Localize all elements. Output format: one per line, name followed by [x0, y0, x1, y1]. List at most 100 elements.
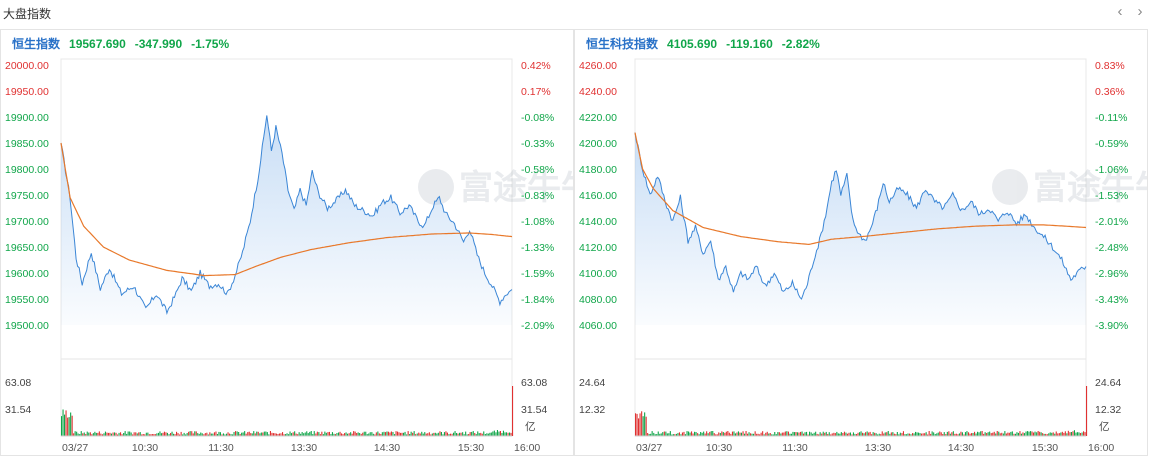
intraday-chart[interactable]: 富途牛牛 20000.00 19950.00 19900.00 19850.00 1980… — [1, 30, 573, 455]
volume-bar — [722, 432, 724, 436]
volume-bar — [253, 431, 255, 436]
volume-bar — [153, 434, 155, 436]
volume-bar — [927, 434, 929, 436]
time-tick-label: 11:30 — [782, 442, 808, 454]
volume-bar — [1025, 431, 1027, 436]
time-tick-label: 15:30 — [458, 442, 484, 454]
volume-bar — [769, 433, 771, 436]
price-tick-label: 4120.00 — [579, 242, 617, 254]
volume-bar — [681, 432, 683, 436]
volume-bar — [1013, 433, 1015, 436]
volume-bar — [1011, 431, 1013, 436]
volume-bar — [744, 433, 746, 436]
average-line — [60, 142, 513, 277]
volume-bar — [257, 431, 259, 436]
volume-bar — [101, 434, 103, 436]
volume-bar — [213, 432, 215, 436]
chevron-left-icon[interactable]: ‹ — [1117, 3, 1123, 20]
volume-bar — [445, 431, 447, 436]
volume-bar — [899, 432, 901, 436]
volume-bar — [74, 431, 76, 436]
volume-bar — [121, 434, 123, 436]
intraday-chart[interactable]: 富途牛牛 4260.00 4240.00 4220.00 4200.00 4180.00 4… — [575, 30, 1147, 455]
volume-bar — [828, 432, 830, 436]
price-tick-label: 19550.00 — [5, 294, 49, 306]
volume-bar — [686, 431, 688, 436]
volume-bar — [706, 431, 708, 436]
volume-bar — [77, 433, 79, 436]
volume-tick-label: 63.08 — [521, 377, 547, 389]
volume-bar — [334, 434, 336, 436]
volume-bar — [750, 433, 752, 436]
volume-bar — [378, 433, 380, 436]
volume-bar — [707, 433, 709, 436]
volume-bar — [819, 432, 821, 436]
index-name[interactable]: 恒生指数 — [12, 37, 61, 51]
volume-bar — [790, 433, 792, 436]
volume-bar — [371, 432, 373, 436]
volume-bar — [166, 432, 168, 436]
price-tick-label: 4100.00 — [579, 268, 617, 280]
volume-bar — [851, 434, 853, 436]
volume-bar — [952, 431, 954, 436]
volume-bar — [241, 432, 243, 436]
volume-bar — [771, 434, 773, 436]
volume-bar — [309, 431, 311, 436]
time-tick-label: 10:30 — [132, 442, 158, 454]
index-header: 恒生指数 19567.690 -347.990 -1.75% — [1, 30, 573, 56]
volume-bar — [133, 432, 135, 436]
volume-bar — [1083, 431, 1085, 436]
chevron-right-icon[interactable]: › — [1137, 3, 1143, 20]
volume-bar — [694, 431, 696, 436]
volume-bar — [377, 431, 379, 436]
volume-bar — [484, 434, 486, 436]
volume-bar — [374, 434, 376, 436]
volume-bar — [336, 433, 338, 436]
index-price: 4105.690 — [667, 37, 718, 51]
volume-bar — [472, 431, 474, 436]
time-tick-label: 16:00 — [1088, 442, 1114, 454]
volume-bar — [446, 432, 448, 436]
volume-bar — [73, 433, 75, 436]
index-name[interactable]: 恒生科技指数 — [586, 37, 659, 51]
volume-bar — [836, 431, 838, 436]
volume-bar — [869, 431, 871, 436]
volume-bar — [948, 431, 950, 436]
volume-bar — [195, 431, 197, 436]
volume-bar — [1016, 432, 1018, 436]
volume-bar — [734, 433, 736, 436]
index-panel-hstech[interactable]: 恒生科技指数 4105.690 -119.160 -2.82% 富途牛牛 4260.00… — [574, 29, 1148, 456]
volume-bar — [801, 431, 803, 436]
volume-bar — [206, 432, 208, 436]
volume-bar — [313, 431, 315, 436]
index-panel-hsi[interactable]: 恒生指数 19567.690 -347.990 -1.75% 富途牛牛 20000.00… — [0, 29, 574, 456]
volume-bar — [471, 431, 473, 436]
volume-bar — [957, 434, 959, 436]
volume-bar — [875, 433, 877, 436]
percent-tick-label: -0.59% — [1095, 138, 1128, 150]
volume-bar — [695, 432, 697, 436]
percent-tick-label: -1.59% — [521, 268, 554, 280]
volume-bar — [724, 432, 726, 436]
volume-bar — [648, 434, 650, 436]
volume-tick-label: 63.08 — [5, 377, 31, 389]
volume-bar — [803, 433, 805, 436]
volume-bar — [999, 433, 1001, 436]
volume-bar — [107, 432, 109, 436]
volume-bar — [971, 433, 973, 436]
volume-bar — [401, 432, 403, 436]
volume-bar — [1031, 431, 1033, 436]
volume-bar — [675, 433, 677, 436]
time-tick-label: 14:30 — [948, 442, 974, 454]
volume-bar — [1081, 432, 1083, 436]
volume-bar — [436, 433, 438, 436]
volume-bar — [1036, 432, 1038, 436]
volume-bar — [512, 386, 514, 436]
volume-bar — [325, 432, 327, 436]
volume-bar — [964, 432, 966, 436]
volume-bar — [825, 431, 827, 436]
volume-bar — [980, 431, 982, 436]
volume-bar — [786, 431, 788, 436]
volume-bar — [852, 432, 854, 436]
volume-bar — [95, 432, 97, 436]
